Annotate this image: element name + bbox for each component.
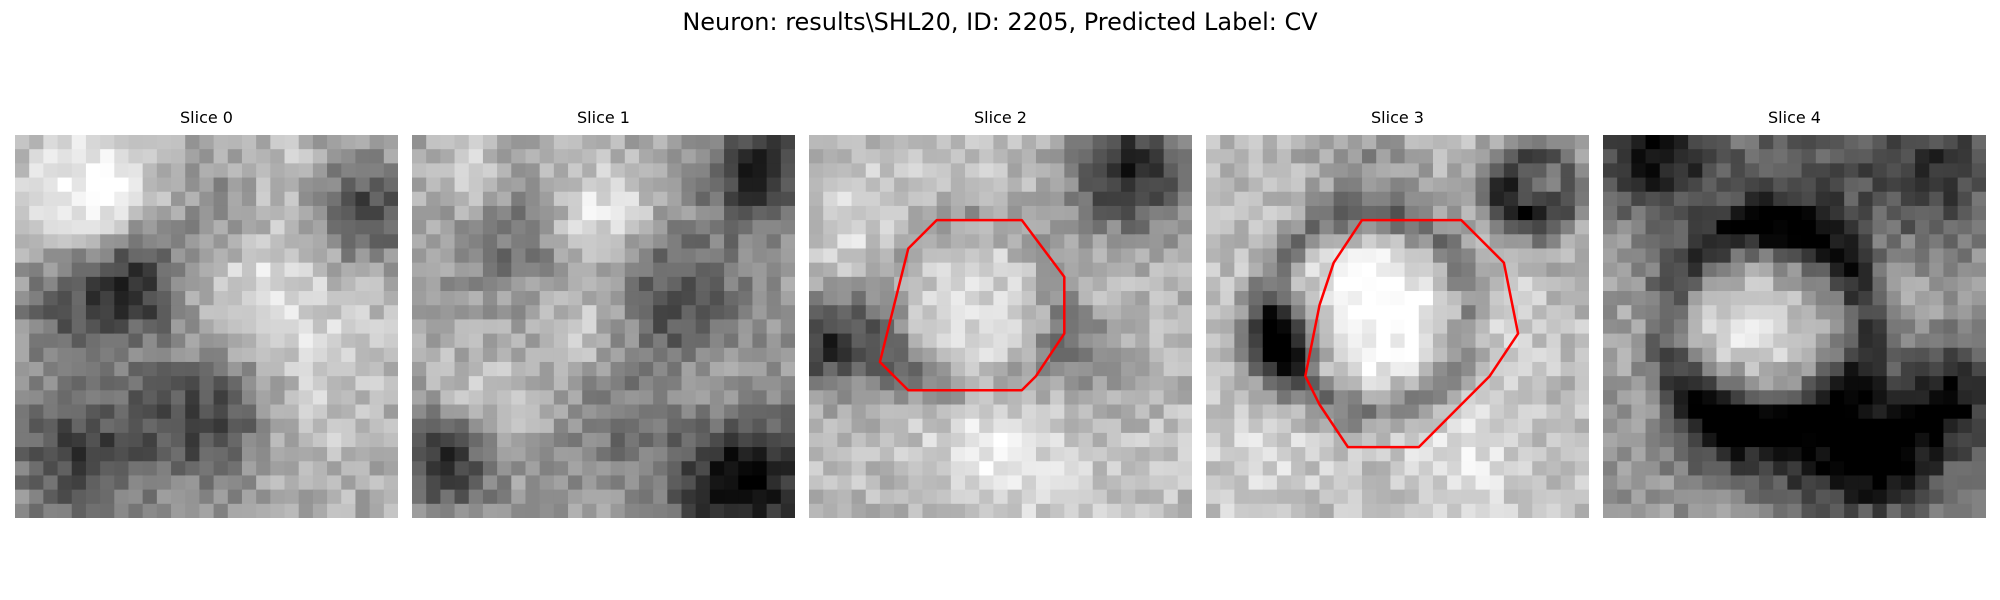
slice-title-0: Slice 0: [180, 108, 233, 127]
slice-panel-3: Slice 3: [1206, 108, 1589, 518]
slice-title-3: Slice 3: [1371, 108, 1424, 127]
segmentation-contour-3: [1304, 218, 1520, 449]
figure-title: Neuron: results\SHL20, ID: 2205, Predict…: [682, 8, 1318, 36]
segmentation-contour-2: [878, 218, 1066, 392]
slice-image-3: [1206, 135, 1589, 518]
slice-panel-4: Slice 4: [1603, 108, 1986, 518]
slice-title-1: Slice 1: [577, 108, 630, 127]
slice-title-4: Slice 4: [1768, 108, 1821, 127]
slice-panel-1: Slice 1: [412, 108, 795, 518]
slice-panel-0: Slice 0: [15, 108, 398, 518]
slice-title-2: Slice 2: [974, 108, 1027, 127]
slice-image-1: [412, 135, 795, 518]
slice-image-4: [1603, 135, 1986, 518]
slice-image-2: [809, 135, 1192, 518]
slice-image-0: [15, 135, 398, 518]
slice-panel-2: Slice 2: [809, 108, 1192, 518]
